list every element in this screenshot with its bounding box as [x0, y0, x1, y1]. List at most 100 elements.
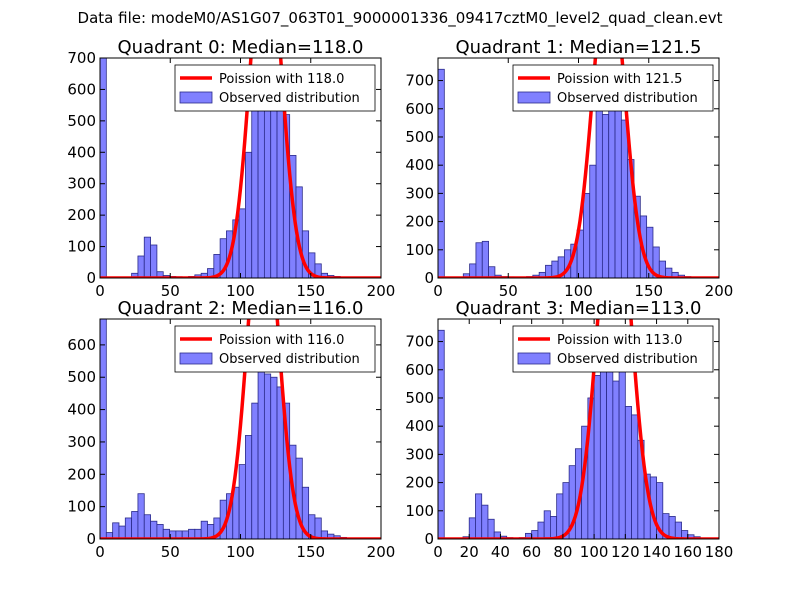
- y-tick-label: 100: [405, 502, 434, 520]
- y-tick-label: 400: [405, 417, 434, 435]
- y-tick-label: 600: [405, 100, 434, 118]
- y-tick-label: 400: [67, 143, 96, 161]
- histogram-bar: [270, 376, 278, 539]
- histogram-bar: [143, 236, 151, 278]
- histogram-bar: [137, 255, 145, 278]
- x-tick-label: 40: [491, 543, 510, 561]
- histogram-bar: [150, 520, 158, 539]
- panel-title: Quadrant 3: Median=113.0: [456, 298, 702, 319]
- legend: Poission with 118.0 Observed distribution: [174, 64, 376, 112]
- y-tick-label: 400: [405, 156, 434, 174]
- histogram-bar: [251, 402, 259, 539]
- histogram-bar: [550, 516, 558, 539]
- x-tick-label: 200: [367, 543, 396, 561]
- legend: Poission with 113.0 Observed distribution: [512, 325, 714, 373]
- y-tick-label: 400: [67, 401, 96, 419]
- figure-suptitle: Data file: modeM0/AS1G07_063T01_90000013…: [78, 9, 723, 28]
- x-tick-label: 100: [226, 543, 255, 561]
- y-tick-label: 700: [67, 49, 96, 67]
- histogram-bar: [469, 263, 477, 278]
- bars-group: [438, 329, 707, 539]
- poisson-curve: [438, 319, 719, 539]
- histogram-bar: [263, 373, 272, 539]
- histogram-bar: [100, 319, 107, 539]
- y-tick-label: 500: [405, 128, 434, 146]
- y-tick-label: 700: [405, 72, 434, 90]
- y-tick-label: 100: [67, 498, 96, 516]
- y-tick-label: 600: [405, 361, 434, 379]
- legend-bar-swatch: [179, 91, 213, 104]
- panel-quadrant-1: Quadrant 1: Median=121.5 0 50 100 150 200 0 100…: [405, 37, 734, 300]
- legend-label-poisson: Poission with 113.0: [557, 333, 682, 348]
- x-tick-label: 50: [161, 282, 180, 300]
- histogram-bar: [438, 329, 445, 539]
- x-tick-label: 0: [433, 282, 443, 300]
- histogram-bar: [620, 119, 629, 278]
- histogram-bar: [624, 406, 632, 539]
- panels-group: Quadrant 0: Median=118.00 50 100 150 2000100…: [67, 37, 734, 561]
- y-tick-label: 0: [86, 530, 96, 548]
- axes-frame: [437, 318, 720, 540]
- histogram-bar: [245, 151, 253, 278]
- histogram-bar: [100, 58, 107, 278]
- histogram-bar: [263, 101, 272, 278]
- y-tick-label: 300: [405, 184, 434, 202]
- x-tick-label: 60: [522, 543, 541, 561]
- histogram-bar: [112, 522, 120, 539]
- histogram-bar: [438, 68, 445, 278]
- y-tick-label: 200: [405, 474, 434, 492]
- histogram-bar: [595, 108, 603, 278]
- histogram-bar: [468, 517, 476, 539]
- y-tick-label: 600: [67, 336, 96, 354]
- y-tick-label: 0: [424, 269, 434, 287]
- legend: Poission with 121.5 Observed distribution: [512, 64, 714, 112]
- x-tick-label: 120: [611, 543, 640, 561]
- histogram-bar: [537, 521, 545, 539]
- histogram-bar: [612, 380, 620, 539]
- histogram-bar: [601, 114, 610, 278]
- x-tick-label: 20: [460, 543, 479, 561]
- histogram-bar: [238, 208, 246, 278]
- histogram-bar: [593, 375, 601, 539]
- histogram-bar: [118, 525, 126, 539]
- x-tick-label: 0: [95, 282, 105, 300]
- y-tick-label: 100: [67, 238, 96, 256]
- y-tick-label: 500: [67, 368, 96, 386]
- histogram-bar: [618, 369, 626, 539]
- y-tick-label: 500: [67, 112, 96, 130]
- histogram-bar: [314, 263, 322, 278]
- y-tick-label: 100: [405, 241, 434, 259]
- histogram-bar: [668, 516, 676, 539]
- histogram-bar: [238, 464, 246, 539]
- x-tick-label: 0: [95, 543, 105, 561]
- legend-label-observed: Observed distribution: [557, 91, 698, 106]
- x-tick-label: 200: [705, 282, 734, 300]
- histogram-bar: [137, 493, 145, 539]
- panel-quadrant-3: Quadrant 3: Median=113.00 20 40 60 80 100 120 1…: [405, 298, 733, 561]
- histogram-bar: [599, 360, 607, 539]
- histogram-bar: [481, 504, 489, 539]
- histogram-bar: [656, 482, 664, 539]
- legend-bar-swatch: [517, 91, 551, 104]
- panel-title: Quadrant 0: Median=118.0: [118, 37, 364, 58]
- y-tick-label: 600: [67, 80, 96, 98]
- x-tick-label: 200: [367, 282, 396, 300]
- y-tick-label: 700: [405, 333, 434, 351]
- legend-bar-swatch: [179, 352, 213, 365]
- histogram-bar: [543, 510, 551, 539]
- legend-label-poisson: Poission with 118.0: [219, 72, 344, 87]
- x-tick-label: 50: [161, 543, 180, 561]
- histogram-bar: [481, 240, 489, 278]
- x-tick-label: 50: [499, 282, 518, 300]
- histogram-bar: [583, 192, 591, 278]
- y-tick-label: 300: [405, 445, 434, 463]
- legend-label-poisson: Poission with 116.0: [219, 333, 344, 348]
- x-tick-label: 150: [296, 282, 325, 300]
- histogram-bar: [131, 511, 139, 539]
- legend-label-observed: Observed distribution: [219, 91, 360, 106]
- histogram-bar: [270, 82, 278, 278]
- histogram-bar: [475, 493, 483, 539]
- panel-title: Quadrant 2: Median=116.0: [118, 298, 364, 319]
- histogram-bar: [631, 414, 639, 539]
